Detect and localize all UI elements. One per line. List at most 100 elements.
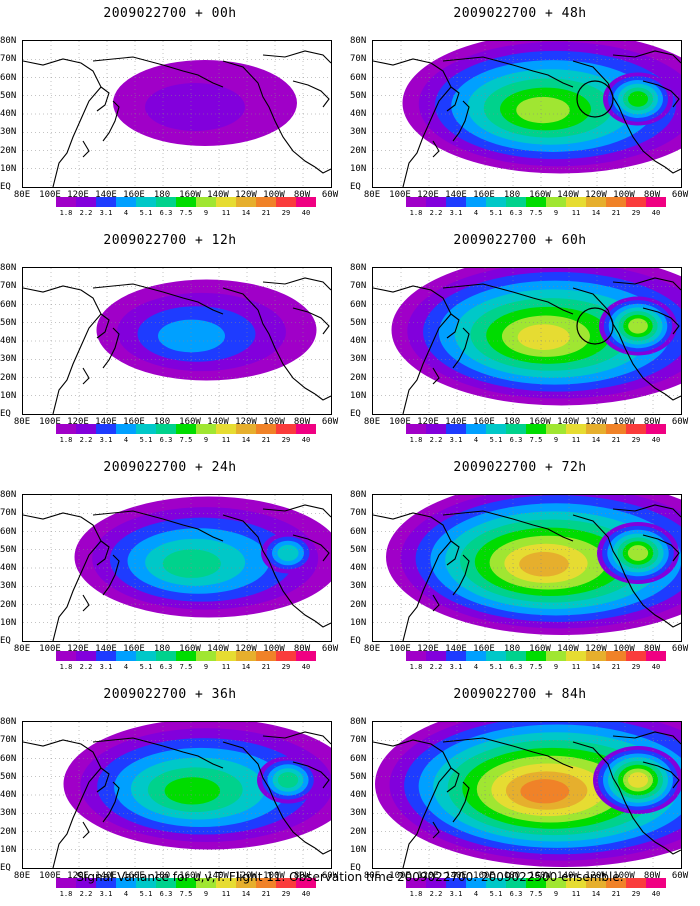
coastline	[23, 731, 331, 868]
colorbar-swatch	[176, 651, 196, 661]
longitude-label: 80W	[643, 644, 661, 654]
contour-band	[158, 319, 225, 353]
colorbar-tick-label: 4	[473, 436, 479, 444]
colorbar-tick-label: 14	[241, 663, 251, 671]
colorbar-tick-label: 9	[203, 663, 209, 671]
longitude-label: 180	[153, 871, 171, 881]
longitude-label: 140E	[95, 644, 117, 654]
colorbar-swatch	[506, 651, 526, 661]
colorbar-swatch	[406, 197, 426, 207]
coastline	[373, 50, 681, 187]
longitude-label: 100W	[613, 871, 635, 881]
panel-title: 2009022700 + 36h	[103, 687, 237, 702]
coastline	[373, 277, 681, 414]
colorbar-tick-label: 4	[123, 436, 129, 444]
colorbar-tick-label: 1.8	[409, 663, 423, 671]
latitude-label: 40N	[0, 790, 17, 800]
colorbar-swatch	[546, 424, 566, 434]
longitude-label: 140W	[207, 871, 229, 881]
map-panel: 2009022700 + 48h 80N 70N 60N 50N 40N 30N 20N 10N…	[350, 0, 700, 225]
colorbar-swatch	[406, 878, 426, 888]
map-panel: 2009022700 + 36h 80N 70N 60N 50N 40N 30N 20N 10N…	[0, 681, 350, 906]
latitude-label: 80N	[0, 717, 17, 727]
colorbar-swatch	[586, 651, 606, 661]
map-plot	[372, 494, 682, 642]
colorbar-swatch	[506, 424, 526, 434]
colorbar-tick-label: 29	[281, 890, 291, 898]
colorbar-tick-label: 11	[221, 436, 231, 444]
colorbar-tick-label: 5.1	[489, 663, 503, 671]
colorbar-tick-label: 29	[631, 663, 641, 671]
colorbar-tick-label: 14	[591, 436, 601, 444]
latitude-label: 40N	[0, 109, 17, 119]
latitude-label: 80N	[0, 36, 17, 46]
longitude-label: 60W	[671, 190, 689, 200]
highlight-circle	[576, 307, 614, 345]
colorbar-swatch	[156, 878, 176, 888]
colorbar-swatch	[426, 878, 446, 888]
longitude-label: 160W	[529, 190, 551, 200]
colorbar-tick-label: 1.8	[409, 890, 423, 898]
longitude-label: 140W	[557, 417, 579, 427]
colorbar-tick-label: 21	[611, 209, 621, 217]
map-panel: 2009022700 + 72h 80N 70N 60N 50N 40N 30N 20N 10N…	[350, 454, 700, 679]
colorbar-tick-label: 6.3	[509, 663, 523, 671]
colorbar-swatch	[156, 424, 176, 434]
latitude-label: 50N	[0, 771, 17, 782]
colorbar	[56, 424, 316, 434]
colorbar-tick-label: 6.3	[159, 663, 173, 671]
colorbar-swatch	[626, 878, 646, 888]
colorbar-swatch	[236, 878, 256, 888]
colorbar-swatch	[426, 651, 446, 661]
longitude-label: 120W	[235, 417, 257, 427]
colorbar-tick-label: 5.1	[489, 436, 503, 444]
latitude-label: 10N	[0, 163, 17, 174]
colorbar-swatch	[256, 878, 276, 888]
colorbar-tick-label: 1.8	[59, 209, 73, 217]
longitude-label: 80W	[293, 871, 311, 881]
contour-band	[627, 545, 649, 561]
colorbar-tick-label: 7.5	[179, 436, 193, 444]
longitude-label: 120W	[585, 417, 607, 427]
colorbar-tick-label: 5.1	[139, 890, 153, 898]
longitude-label: 100W	[263, 871, 285, 881]
colorbar-tick-label: 2.2	[429, 663, 443, 671]
colorbar-tick-label: 21	[261, 209, 271, 217]
colorbar-swatch	[96, 424, 116, 434]
contour-band	[145, 83, 245, 131]
contour-band	[517, 324, 570, 350]
longitude-label: 80E	[363, 644, 381, 654]
colorbar-swatch	[296, 651, 316, 661]
longitude-label: 140W	[557, 871, 579, 881]
longitude-label: 100E	[39, 871, 61, 881]
longitude-label: 80E	[363, 417, 381, 427]
longitude-label: 140E	[445, 417, 467, 427]
colorbar-tick-label: 11	[221, 209, 231, 217]
longitude-label: 160W	[529, 871, 551, 881]
colorbar-tick-label: 5.1	[489, 890, 503, 898]
colorbar-swatch	[76, 651, 96, 661]
latitude-label: 30N	[350, 354, 367, 365]
colorbar-swatch	[466, 878, 486, 888]
colorbar-swatch	[216, 878, 236, 888]
colorbar-swatch	[256, 424, 276, 434]
colorbar-swatch	[116, 197, 136, 207]
colorbar-swatch	[276, 651, 296, 661]
variance-field	[373, 495, 681, 641]
colorbar-tick-label: 1.8	[59, 663, 73, 671]
colorbar-tick-label: 14	[591, 209, 601, 217]
colorbar-tick-label: 14	[591, 890, 601, 898]
colorbar-tick-label: 1.8	[409, 436, 423, 444]
longitude-label: 120E	[67, 190, 89, 200]
latitude-label: EQ	[0, 182, 11, 192]
colorbar-swatch	[546, 197, 566, 207]
colorbar-swatch	[76, 424, 96, 434]
latitude-label: 20N	[0, 145, 17, 156]
latitude-label: 70N	[350, 281, 367, 292]
colorbar-swatch	[606, 197, 626, 207]
contour-band	[277, 544, 299, 562]
longitude-label: 160E	[123, 644, 145, 654]
colorbar-swatch	[446, 878, 466, 888]
longitude-label: 100W	[613, 190, 635, 200]
panel-title: 2009022700 + 72h	[453, 460, 587, 475]
